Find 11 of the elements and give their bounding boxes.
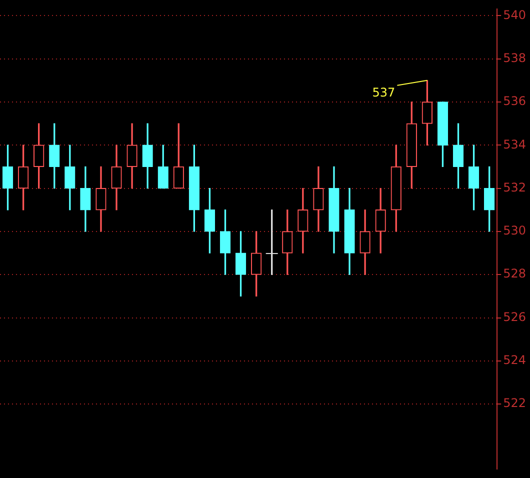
y-tick-label: 540 (503, 8, 526, 22)
y-tick-label: 538 (503, 50, 526, 65)
y-tick-label: 522 (503, 396, 526, 410)
y-tick-label: 526 (503, 310, 526, 324)
y-tick-label: 532 (503, 180, 526, 194)
annotation: 537 (372, 86, 396, 100)
y-tick-label: 524 (503, 353, 526, 368)
y-tick-label: 530 (503, 224, 526, 238)
y-tick-label: 536 (503, 94, 526, 108)
y-tick-label: 528 (503, 266, 526, 281)
y-tick-label: 534 (503, 137, 526, 152)
